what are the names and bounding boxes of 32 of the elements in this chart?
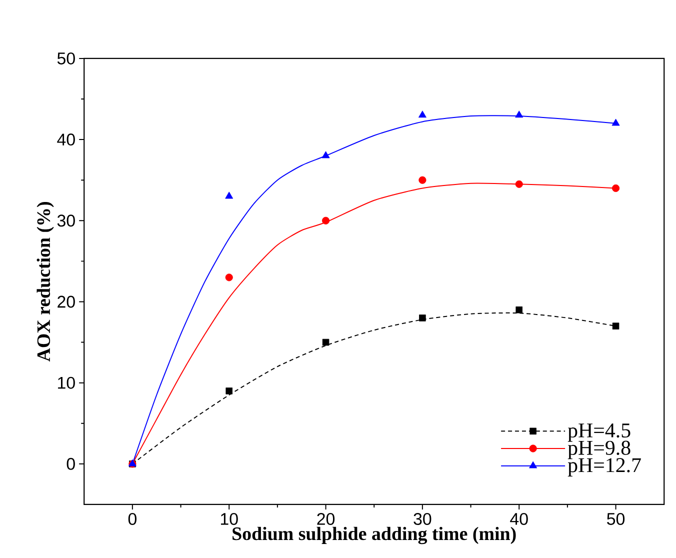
point xyxy=(515,110,524,118)
point xyxy=(612,118,620,126)
point xyxy=(322,216,330,224)
point xyxy=(418,110,426,118)
y-tick-label: 0 xyxy=(66,458,75,470)
x-tick-label: 0 xyxy=(128,512,136,525)
point xyxy=(418,176,426,184)
point xyxy=(225,192,234,199)
point xyxy=(226,388,232,394)
x-tick-label: 10 xyxy=(220,512,238,525)
legend-label: pH=4.5 xyxy=(568,424,630,442)
point xyxy=(322,338,330,346)
y-tick-label: 10 xyxy=(58,376,75,389)
y-tick-label: 40 xyxy=(57,134,75,146)
y-tick-label: 50 xyxy=(57,52,75,64)
y-axis-title: AOX reduction (%) xyxy=(36,202,54,362)
x-axis-title: Sodium sulphide adding time (min) xyxy=(232,526,516,544)
point xyxy=(612,322,620,330)
x-tick-label: 40 xyxy=(510,512,528,525)
point xyxy=(612,184,620,192)
legend-label: pH=9.8 xyxy=(568,440,630,460)
point xyxy=(515,180,523,188)
legend-label: pH=12.7 xyxy=(568,458,641,476)
y-tick-label: 20 xyxy=(58,296,75,308)
point xyxy=(322,151,330,158)
y-tick-label: 30 xyxy=(57,214,75,227)
point xyxy=(225,274,233,282)
x-tick-label: 20 xyxy=(317,512,335,525)
x-tick-label: 50 xyxy=(607,512,625,525)
point xyxy=(516,306,522,314)
point xyxy=(419,314,426,322)
x-tick-label: 30 xyxy=(414,512,432,525)
